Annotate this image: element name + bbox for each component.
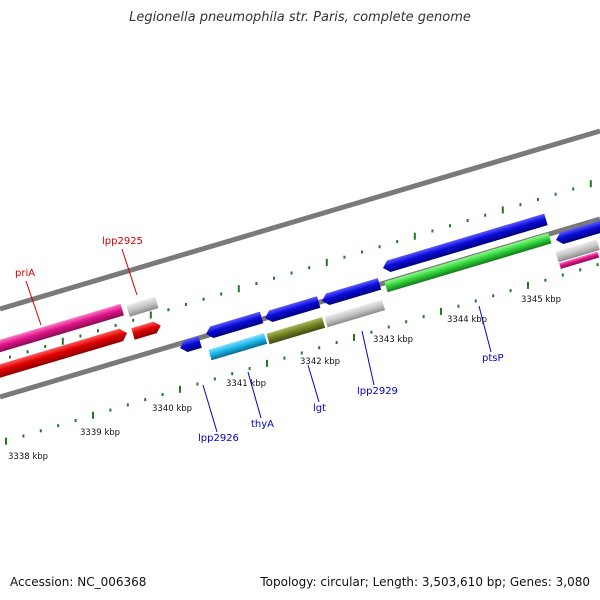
- scale-label: 3340 kbp: [152, 404, 192, 414]
- gene-label-lpp2926: lpp2926: [198, 433, 239, 444]
- thya-cds-feature: [206, 311, 264, 339]
- pria-cds-feature: [0, 328, 128, 381]
- pria-rna-feature: [0, 303, 124, 355]
- gene-label-pria: priA: [15, 268, 35, 279]
- gene-leader-line: [121, 248, 138, 296]
- scale-label: 3345 kbp: [521, 295, 561, 305]
- scale-labels: 3338 kbp 3339 kbp 3340 kbp 3341 kbp 3342 kbp…: [8, 295, 561, 462]
- outer-tick-ring: [9, 180, 592, 359]
- scale-label: 3338 kbp: [8, 452, 48, 462]
- accession-label: Accession: NC_006368: [10, 575, 147, 589]
- gene-leader-line: [247, 371, 262, 419]
- cyan-feature: [208, 333, 268, 361]
- olive-feature: [266, 317, 326, 345]
- scale-label: 3344 kbp: [447, 315, 487, 325]
- gene-label-thya: thyA: [251, 419, 274, 430]
- scale-label: 3342 kbp: [300, 357, 340, 367]
- genome-summary: Topology: circular; Length: 3,503,610 bp…: [260, 575, 590, 589]
- gene-features: [0, 213, 600, 381]
- gene-label-lpp2929: lpp2929: [357, 386, 398, 397]
- map-title: Legionella pneumophila str. Paris, compl…: [129, 10, 471, 25]
- scale-label: 3339 kbp: [80, 428, 120, 438]
- lpp2925-cds-feature: [131, 321, 161, 340]
- scale-label: 3343 kbp: [373, 335, 413, 345]
- gene-leader-line: [25, 280, 42, 326]
- gene-label-lgt: lgt: [313, 403, 326, 414]
- lpp2929-cds-feature: [322, 278, 382, 306]
- gene-label-ptsp: ptsP: [482, 353, 504, 364]
- pink-feature: [559, 251, 600, 269]
- gene-leader-line: [361, 330, 375, 386]
- lgt-cds-feature: [265, 296, 321, 323]
- ptsp-cds-feature: [383, 213, 548, 273]
- scale-label: 3341 kbp: [226, 379, 266, 389]
- grey-feature: [555, 239, 600, 263]
- gene-leader-line: [478, 305, 492, 353]
- green-feature: [384, 232, 552, 293]
- gene-leader-line: [307, 364, 320, 403]
- grey-feature: [324, 299, 386, 328]
- gene-leader-line: [202, 384, 218, 433]
- gene-labels: priA lpp2925 lpp2926 thyA lgt lpp2929 ptsP: [15, 236, 504, 444]
- grey-feature: [126, 296, 159, 317]
- backbone-line: [0, 128, 600, 312]
- lpp2926-cds-feature: [180, 336, 202, 353]
- blue-cds-feature: [556, 220, 600, 245]
- scale-tick-ring: [5, 263, 599, 445]
- gene-label-lpp2925: lpp2925: [102, 236, 143, 247]
